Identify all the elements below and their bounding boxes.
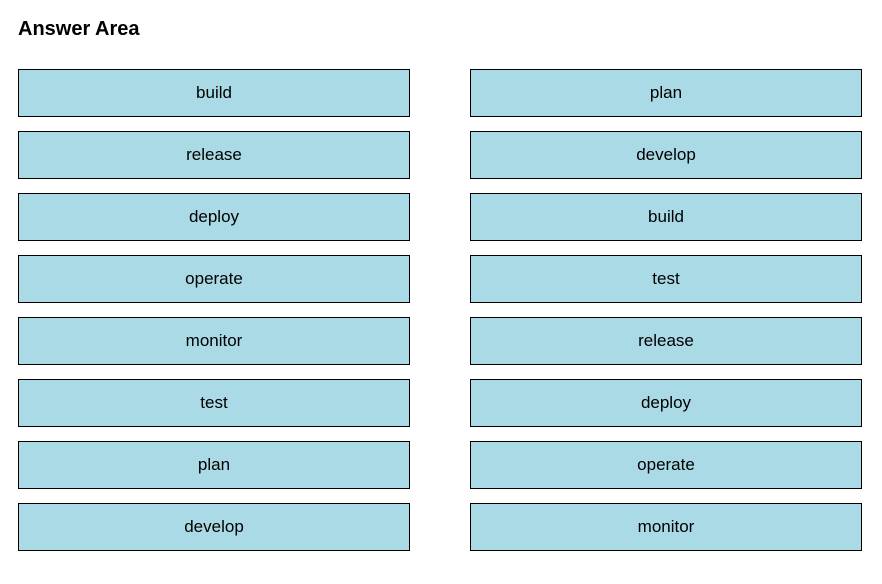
right-column: plan develop build test release deploy o… [470, 69, 862, 551]
list-item[interactable]: develop [18, 503, 410, 551]
left-column: build release deploy operate monitor tes… [18, 69, 410, 551]
list-item[interactable]: build [470, 193, 862, 241]
list-item[interactable]: deploy [18, 193, 410, 241]
list-item[interactable]: test [18, 379, 410, 427]
columns-container: build release deploy operate monitor tes… [18, 69, 864, 551]
list-item[interactable]: develop [470, 131, 862, 179]
list-item[interactable]: release [18, 131, 410, 179]
list-item[interactable]: operate [18, 255, 410, 303]
list-item[interactable]: monitor [18, 317, 410, 365]
list-item[interactable]: test [470, 255, 862, 303]
list-item[interactable]: deploy [470, 379, 862, 427]
list-item[interactable]: monitor [470, 503, 862, 551]
page-title: Answer Area [18, 18, 864, 41]
list-item[interactable]: plan [470, 69, 862, 117]
list-item[interactable]: build [18, 69, 410, 117]
list-item[interactable]: plan [18, 441, 410, 489]
list-item[interactable]: release [470, 317, 862, 365]
list-item[interactable]: operate [470, 441, 862, 489]
